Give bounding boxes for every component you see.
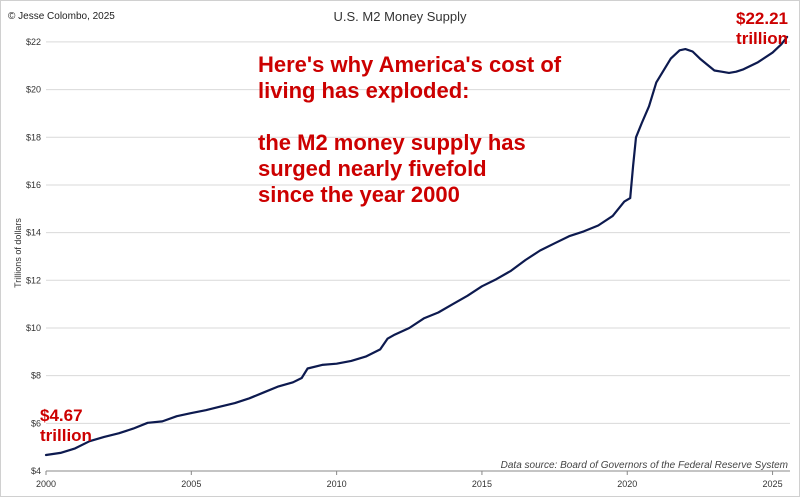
headline-line-5: surged nearly fivefold (258, 156, 487, 181)
end-value: $22.21 (736, 9, 788, 28)
y-axis-label: Trillions of dollars (13, 218, 23, 288)
x-tick-label: 2005 (181, 479, 201, 489)
y-tick-label: $8 (31, 371, 41, 381)
y-tick-label: $20 (26, 85, 41, 95)
y-tick-label: $14 (26, 228, 41, 238)
end-unit: trillion (736, 29, 788, 48)
x-tick-label: 2000 (36, 479, 56, 489)
headline-annotation: Here's why America's cost of living has … (258, 52, 561, 208)
start-value: $4.67 (40, 406, 83, 425)
headline-line-4: the M2 money supply has (258, 130, 526, 155)
tick-labels: $4 $6 $8 $10 $12 $14 $16 $18 $20 $22 2000 2005 2010 2… (26, 37, 783, 489)
axes (45, 470, 790, 475)
y-tick-label: $6 (31, 418, 41, 428)
x-tick-label: 2025 (763, 479, 783, 489)
y-tick-label: $12 (26, 275, 41, 285)
y-tick-label: $4 (31, 466, 41, 476)
headline-line-6: since the year 2000 (258, 182, 460, 207)
start-unit: trillion (40, 426, 92, 445)
series-line-m2 (44, 35, 789, 457)
x-tick-label: 2020 (617, 479, 637, 489)
x-tick-label: 2010 (327, 479, 347, 489)
y-tick-label: $10 (26, 323, 41, 333)
series (44, 35, 789, 457)
copyright-text: © Jesse Colombo, 2025 (8, 11, 115, 22)
headline-line-1: Here's why America's cost of (258, 52, 562, 77)
end-value-annotation: $22.21 trillion (736, 9, 788, 49)
headline-spacer (258, 104, 561, 130)
data-source-note: Data source: Board of Governors of the F… (500, 460, 788, 471)
y-tick-label: $18 (26, 132, 41, 142)
y-tick-label: $22 (26, 37, 41, 47)
gridlines (46, 41, 790, 424)
start-value-annotation: $4.67 trillion (40, 406, 92, 446)
x-tick-label: 2015 (472, 479, 492, 489)
y-tick-label: $16 (26, 180, 41, 190)
headline-line-2: living has exploded: (258, 78, 470, 103)
chart-title: U.S. M2 Money Supply (333, 9, 467, 24)
